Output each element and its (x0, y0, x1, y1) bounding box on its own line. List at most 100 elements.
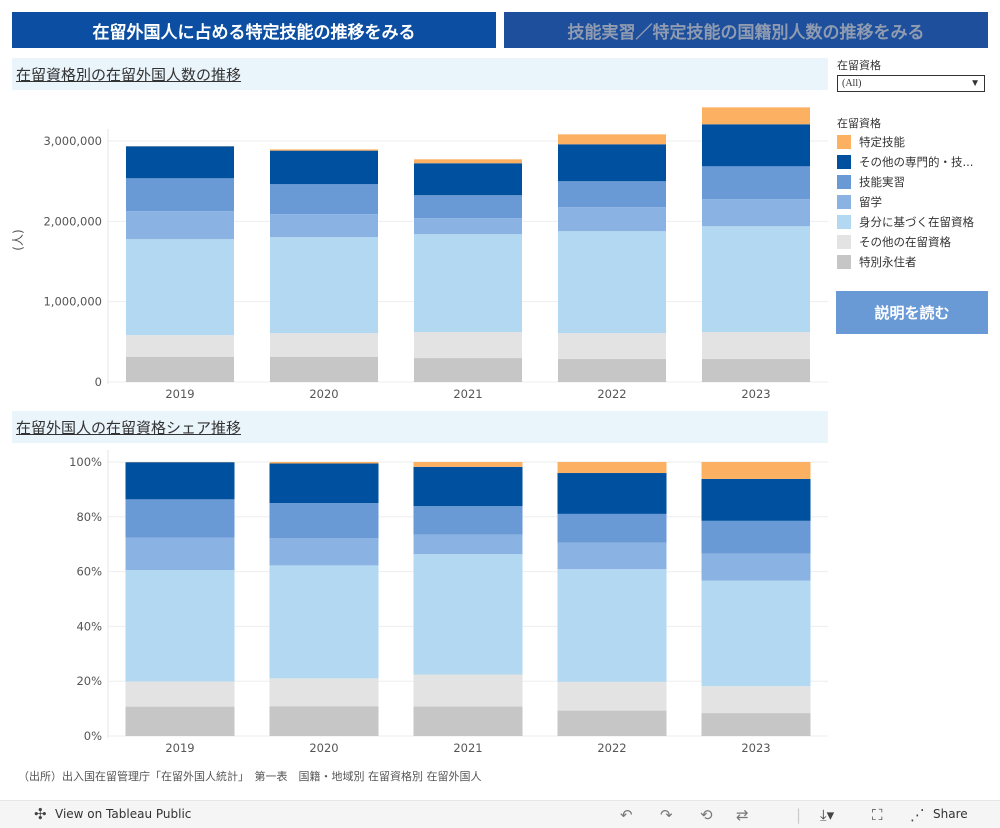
bar-segment (702, 581, 811, 687)
bar-segment (414, 534, 523, 554)
status-filter-select[interactable]: (All) ▼ (837, 75, 985, 92)
legend-swatch (837, 235, 851, 249)
legend-title: 在留資格 (837, 115, 881, 131)
bar-segment (558, 711, 667, 736)
legend-item[interactable]: 身分に基づく在留資格 (837, 213, 974, 231)
legend-label: その他の専門的・技... (859, 154, 973, 170)
legend-label: 技能実習 (859, 174, 905, 190)
bar-segment (270, 214, 378, 237)
legend-item[interactable]: 特定技能 (837, 133, 905, 151)
x-tick-label: 2021 (453, 387, 482, 401)
bar-segment (414, 163, 522, 195)
legend-swatch (837, 135, 851, 149)
bar-segment (270, 184, 378, 214)
bar-segment (414, 234, 522, 332)
x-tick-label: 2020 (309, 387, 338, 401)
bar-segment (414, 554, 523, 674)
bar-segment (414, 707, 523, 736)
bar-segment (558, 144, 666, 181)
bar-segment (414, 332, 522, 358)
x-tick-label: 2023 (741, 387, 770, 401)
top-chart-title: 在留資格別の在留外国人数の推移 (12, 58, 828, 90)
bar-segment (414, 675, 523, 707)
share-button[interactable]: Share (933, 807, 968, 821)
y-tick-label: 80% (76, 510, 102, 524)
bar-segment (702, 686, 811, 713)
bar-segment (270, 462, 379, 464)
bar-segment (414, 358, 522, 382)
read-explanation-button[interactable]: 説明を読む (836, 291, 988, 334)
revert-icon[interactable]: ⟲ (700, 806, 713, 824)
bar-segment (126, 462, 235, 499)
y-tick-label: 20% (76, 674, 102, 688)
bar-segment (126, 499, 235, 537)
y-tick-label: 0 (95, 375, 102, 389)
redo-icon[interactable]: ↷ (660, 806, 673, 824)
bar-segment (558, 462, 667, 473)
bar-segment (126, 681, 235, 706)
legend-item[interactable]: 留学 (837, 193, 882, 211)
bar-segment (702, 521, 811, 554)
bar-segment (270, 678, 379, 706)
bar-segment (702, 107, 810, 124)
legend-item[interactable]: その他の専門的・技... (837, 153, 973, 171)
bar-segment (270, 333, 378, 357)
tab-tokutei-share[interactable]: 在留外国人に占める特定技能の推移をみる (12, 12, 496, 48)
bar-segment (702, 462, 811, 479)
legend-label: その他の在留資格 (859, 234, 951, 250)
bar-segment (558, 473, 667, 514)
legend-item[interactable]: 技能実習 (837, 173, 905, 191)
y-axis-label: (人) (11, 229, 25, 250)
dropdown-arrow-icon: ▼ (970, 78, 980, 89)
bar-segment (558, 359, 666, 382)
refresh-icon[interactable]: ⇄ (736, 806, 749, 824)
bar-segment (270, 565, 379, 678)
legend-swatch (837, 215, 851, 229)
bar-segment (558, 543, 667, 570)
bar-segment (558, 514, 667, 543)
bar-segment (558, 134, 666, 144)
bar-segment (558, 207, 666, 231)
bar-segment (702, 359, 810, 382)
bar-segment (414, 506, 523, 534)
legend-item[interactable]: その他の在留資格 (837, 233, 951, 251)
bar-segment (702, 332, 810, 359)
bar-segment (270, 464, 379, 504)
view-on-tableau-link[interactable]: View on Tableau Public (55, 807, 191, 821)
bar-segment (702, 124, 810, 166)
bar-segment (414, 462, 523, 467)
bar-segment (126, 707, 235, 736)
bar-segment (270, 149, 378, 150)
download-icon[interactable]: ⤓▾ (820, 806, 834, 824)
tab-nationality-trend[interactable]: 技能実習／特定技能の国籍別人数の推移をみる (504, 12, 988, 48)
bar-segment (126, 211, 234, 239)
bar-segment (270, 706, 379, 736)
y-tick-label: 40% (76, 619, 102, 633)
x-tick-label: 2022 (597, 741, 626, 755)
bar-segment (270, 503, 379, 538)
y-tick-label: 60% (76, 565, 102, 579)
bar-segment (702, 199, 810, 226)
bar-segment (558, 181, 666, 207)
tableau-toolbar: ✣ View on Tableau Public ↶ ↷ ⟲ ⇄ | ⤓▾ ⛶ … (0, 800, 1000, 828)
bar-segment (702, 713, 811, 736)
legend-item[interactable]: 特別永住者 (837, 253, 917, 271)
bar-segment (414, 195, 522, 218)
y-tick-label: 100% (69, 455, 102, 469)
legend-swatch (837, 195, 851, 209)
x-tick-label: 2021 (453, 741, 482, 755)
x-tick-label: 2019 (165, 741, 194, 755)
bar-segment (126, 357, 234, 382)
bar-segment (702, 226, 810, 332)
bar-segment (126, 239, 234, 335)
fullscreen-icon[interactable]: ⛶ (872, 806, 883, 824)
undo-icon[interactable]: ↶ (620, 806, 633, 824)
share-icon[interactable]: ⋰ (910, 806, 925, 824)
legend-label: 留学 (859, 194, 882, 210)
bar-segment (702, 479, 811, 521)
filter-value: (All) (842, 78, 861, 89)
y-tick-label: 0% (84, 729, 102, 743)
legend-swatch (837, 175, 851, 189)
bar-segment (558, 569, 667, 682)
